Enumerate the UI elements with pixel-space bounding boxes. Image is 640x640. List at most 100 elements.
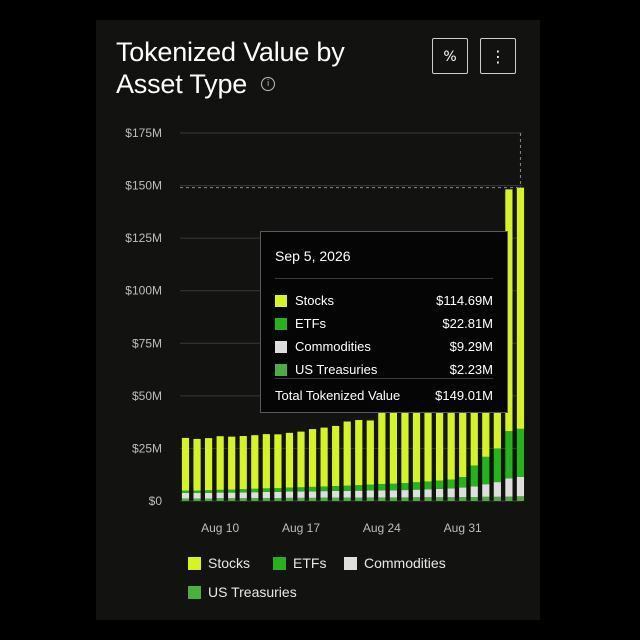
- bar-segment-etfs: [412, 482, 421, 490]
- tooltip-divider: [275, 378, 493, 379]
- bar-segment-us-treasuries: [205, 498, 213, 501]
- x-tick-label: Aug 24: [363, 521, 401, 535]
- bar-segment-etfs: [436, 480, 444, 489]
- treasuries-swatch: [275, 364, 287, 376]
- bar-segment-commodities: [274, 491, 282, 499]
- bar-segment-us-treasuries: [482, 496, 490, 501]
- tooltip-row-etfs: ETFs $22.81M: [275, 315, 493, 333]
- bar-segment-stocks: [516, 187, 525, 429]
- bar-segment-commodities: [285, 491, 294, 498]
- bar-segment-stocks: [505, 189, 513, 432]
- bar-segment-commodities: [320, 491, 328, 498]
- bar-segment-etfs: [262, 488, 270, 492]
- bar-segment-commodities: [412, 489, 421, 498]
- info-icon[interactable]: i: [261, 76, 276, 91]
- bar-segment-etfs: [297, 487, 305, 492]
- chart-card: Tokenized Value by Asset Type i % ⋮ $0 $25…: [96, 20, 540, 620]
- bar-segment-etfs: [205, 490, 213, 494]
- bar-segment-etfs: [216, 489, 224, 493]
- tooltip-value: $9.29M: [449, 339, 493, 354]
- bar-segment-us-treasuries: [366, 497, 374, 501]
- bar-segment-us-treasuries: [332, 497, 340, 501]
- bar-segment-stocks: [216, 436, 224, 490]
- bar-segment-etfs: [332, 486, 340, 491]
- percent-toggle-button[interactable]: %: [432, 38, 468, 74]
- bar-segment-us-treasuries: [262, 498, 270, 501]
- bar-segment-commodities: [262, 491, 270, 499]
- bar-segment-us-treasuries: [459, 497, 467, 501]
- bar-segment-etfs: [239, 489, 247, 493]
- tooltip-label: Stocks: [295, 293, 335, 308]
- bar-segment-us-treasuries: [251, 498, 259, 501]
- bar-segment-etfs: [285, 487, 294, 492]
- tooltip-total-label: Total Tokenized Value: [275, 388, 401, 403]
- y-tick-label: $50M: [132, 389, 162, 403]
- bar-segment-us-treasuries: [447, 497, 455, 501]
- bar-segment-commodities: [505, 478, 513, 497]
- y-tick-label: $125M: [125, 231, 162, 245]
- chart-title: Tokenized Value by Asset Type i: [116, 36, 386, 100]
- tooltip-row-treasuries: US Treasuries $2.23M: [275, 361, 493, 379]
- legend-label: Commodities: [364, 555, 446, 571]
- x-tick-label: Aug 10: [201, 521, 239, 535]
- bar-segment-etfs: [193, 490, 201, 494]
- tooltip-value: $22.81M: [442, 316, 493, 331]
- bar-segment-stocks: [262, 434, 270, 489]
- bar-segment-stocks: [355, 420, 363, 486]
- bar-segment-commodities: [332, 490, 340, 498]
- bar-segment-commodities: [493, 482, 501, 497]
- commodities-swatch: [275, 341, 287, 353]
- bar-segment-us-treasuries: [193, 498, 201, 501]
- bar-segment-etfs: [389, 483, 397, 491]
- bar-segment-etfs: [447, 479, 455, 489]
- tooltip-label: Commodities: [295, 339, 371, 354]
- bar-segment-commodities: [308, 491, 317, 498]
- bar-segment-stocks: [343, 421, 351, 486]
- bar-segment-us-treasuries: [505, 496, 513, 501]
- bar-segment-commodities: [228, 492, 236, 499]
- stacked-bar-chart: $0 $25M $50M $75M $100M $125M $150M $175M Aug 1…: [125, 126, 525, 535]
- bar-segment-stocks: [274, 434, 282, 489]
- bar-segment-commodities: [459, 487, 467, 498]
- bar-segment-commodities: [251, 492, 259, 499]
- bar-segment-stocks: [436, 396, 444, 481]
- y-tick-label: $25M: [132, 441, 162, 455]
- bar-segment-stocks: [285, 432, 294, 488]
- legend-swatch: [273, 557, 286, 570]
- bar-segment-us-treasuries: [320, 497, 328, 501]
- bar-segment-us-treasuries: [308, 497, 317, 501]
- bar-segment-stocks: [228, 436, 236, 490]
- bar-segment-stocks: [401, 406, 409, 484]
- bar-segment-stocks: [424, 398, 432, 482]
- bar-segment-us-treasuries: [239, 498, 247, 501]
- stocks-swatch: [275, 295, 287, 307]
- bar-segment-us-treasuries: [424, 497, 432, 501]
- bar-segment-etfs: [366, 484, 374, 491]
- bar-segment-commodities: [389, 490, 397, 498]
- bar-segment-commodities: [297, 491, 305, 498]
- bar-segment-commodities: [447, 488, 455, 498]
- x-axis-ticks: Aug 10 Aug 17 Aug 24 Aug 31: [201, 521, 482, 535]
- legend-swatch: [188, 557, 201, 570]
- bar-segment-commodities: [181, 493, 190, 499]
- bar-segment-us-treasuries: [516, 496, 525, 501]
- bar-segment-us-treasuries: [297, 497, 305, 501]
- bar-segment-commodities: [193, 493, 201, 499]
- tooltip-divider: [275, 278, 493, 279]
- bar-segment-stocks: [412, 402, 421, 483]
- bar-segment-stocks: [205, 438, 213, 491]
- tooltip-total-value: $149.01M: [435, 388, 493, 403]
- bar-segment-stocks: [251, 435, 259, 489]
- bar-segment-etfs: [355, 485, 363, 491]
- bar-segment-commodities: [355, 490, 363, 498]
- bar-segment-commodities: [343, 490, 351, 498]
- hover-guides: [180, 133, 521, 189]
- bar-segment-us-treasuries: [412, 497, 421, 501]
- bar-segment-stocks: [320, 427, 328, 487]
- bar-segment-us-treasuries: [228, 498, 236, 501]
- data-tooltip: Sep 5, 2026 Stocks $114.69M ETFs $22.81M…: [260, 231, 508, 413]
- bar-segment-commodities: [239, 492, 247, 499]
- more-options-icon[interactable]: ⋮: [480, 38, 516, 74]
- bar-segment-etfs: [505, 431, 513, 479]
- bar-segment-commodities: [205, 493, 213, 499]
